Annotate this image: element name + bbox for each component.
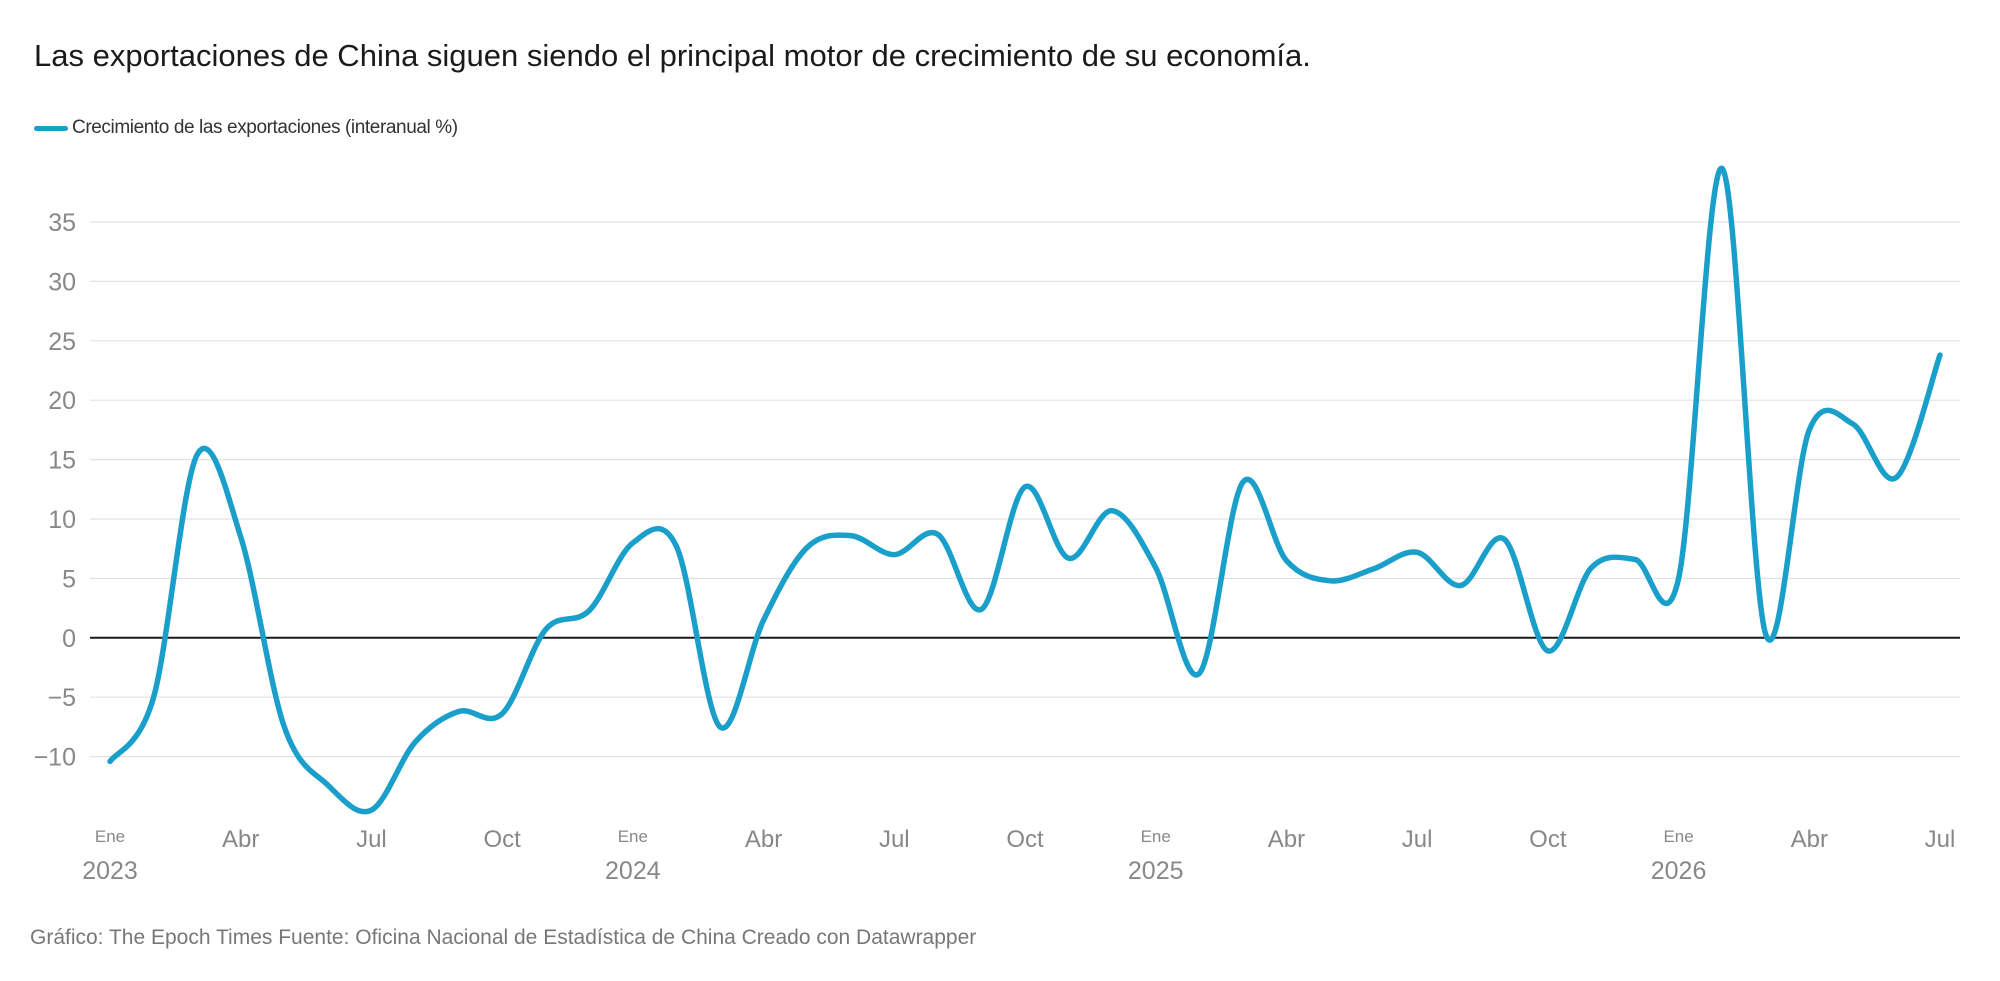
x-tick-label: Jul: [356, 826, 387, 853]
data-point: [368, 807, 374, 813]
y-tick-label: −10: [34, 744, 76, 772]
legend: Crecimiento de las exportaciones (intera…: [34, 117, 458, 139]
data-point: [673, 543, 679, 549]
y-tick-label: 35: [48, 209, 76, 237]
data-point: [499, 711, 505, 717]
data-point: [1196, 670, 1202, 676]
x-tick-label: Ene: [1141, 827, 1171, 846]
data-point: [848, 533, 854, 539]
data-point: [630, 540, 636, 546]
x-tick-year-label: 2024: [605, 857, 661, 885]
data-point: [151, 694, 157, 700]
data-point: [586, 608, 592, 614]
x-tick-label: Abr: [745, 826, 782, 853]
data-point: [761, 617, 767, 623]
y-tick-label: 25: [48, 328, 76, 356]
x-tick-label: Abr: [1791, 826, 1828, 853]
data-point: [935, 531, 941, 537]
y-tick-label: 20: [48, 387, 76, 415]
x-tick-label: Oct: [1529, 826, 1567, 853]
x-tick-label: Oct: [1006, 826, 1044, 853]
data-point: [1893, 474, 1899, 480]
data-point: [1458, 583, 1464, 589]
legend-label: Crecimiento de las exportaciones (intera…: [72, 117, 458, 138]
y-tick-label: 5: [62, 565, 76, 593]
series-line-export-growth: [107, 165, 1943, 815]
x-tick-label: Ene: [95, 827, 125, 846]
data-point: [1545, 648, 1551, 654]
data-point: [1937, 352, 1943, 358]
data-point: [1850, 421, 1856, 427]
x-tick-label: Ene: [618, 827, 648, 846]
data-point: [1763, 631, 1769, 637]
data-point: [1109, 508, 1115, 514]
data-point: [1066, 555, 1072, 561]
data-point: [194, 452, 200, 458]
data-point: [107, 758, 113, 764]
y-tick-label: 0: [62, 625, 76, 653]
data-point: [804, 545, 810, 551]
data-point: [1676, 575, 1682, 581]
data-point: [543, 627, 549, 633]
data-point: [1153, 565, 1159, 571]
grid: [90, 221, 1960, 758]
data-point: [717, 724, 723, 730]
x-tick-year-label: 2023: [82, 857, 138, 885]
y-tick-label: −5: [47, 684, 76, 712]
series-layer: [107, 165, 1943, 815]
data-point: [1371, 566, 1377, 572]
x-tick-label: Ene: [1663, 827, 1693, 846]
data-point: [1719, 166, 1725, 172]
data-point: [1588, 565, 1594, 571]
data-point: [456, 709, 462, 715]
x-tick-label: Jul: [1402, 826, 1433, 853]
x-tick-label: Oct: [483, 826, 521, 853]
y-tick-label: 10: [48, 506, 76, 534]
legend-swatch: [34, 125, 68, 131]
y-axis-ticks: −10 −5 0 5 10 15 20 25 30 35: [34, 209, 76, 772]
x-axis-ticks: Ene 2023 Abr Jul Oct Ene 2024 Abr Jul Oct Ene 2025 A…: [82, 826, 1955, 885]
x-tick-label: Jul: [1925, 826, 1956, 853]
data-point: [1240, 479, 1246, 485]
data-point: [412, 739, 418, 745]
data-point: [238, 534, 244, 540]
x-tick-label: Abr: [1268, 826, 1305, 853]
data-point: [978, 606, 984, 612]
data-point: [1414, 549, 1420, 555]
x-tick-label: Jul: [879, 826, 910, 853]
chart-footer: Gráfico: The Epoch Times Fuente: Oficina…: [30, 926, 977, 949]
data-point: [1283, 558, 1289, 564]
chart-title: Las exportaciones de China siguen siendo…: [34, 38, 1311, 73]
data-point: [1022, 484, 1028, 490]
data-point: [281, 724, 287, 730]
data-point: [1501, 536, 1507, 542]
data-point: [1327, 578, 1333, 584]
data-point: [325, 782, 331, 788]
y-tick-label: 15: [48, 447, 76, 475]
x-tick-label: Abr: [222, 826, 259, 853]
x-tick-year-label: 2025: [1128, 857, 1184, 885]
y-tick-label: 30: [48, 268, 76, 296]
data-point: [1632, 556, 1638, 562]
x-tick-year-label: 2026: [1651, 857, 1707, 885]
data-point: [891, 552, 897, 558]
data-point: [1806, 427, 1812, 433]
